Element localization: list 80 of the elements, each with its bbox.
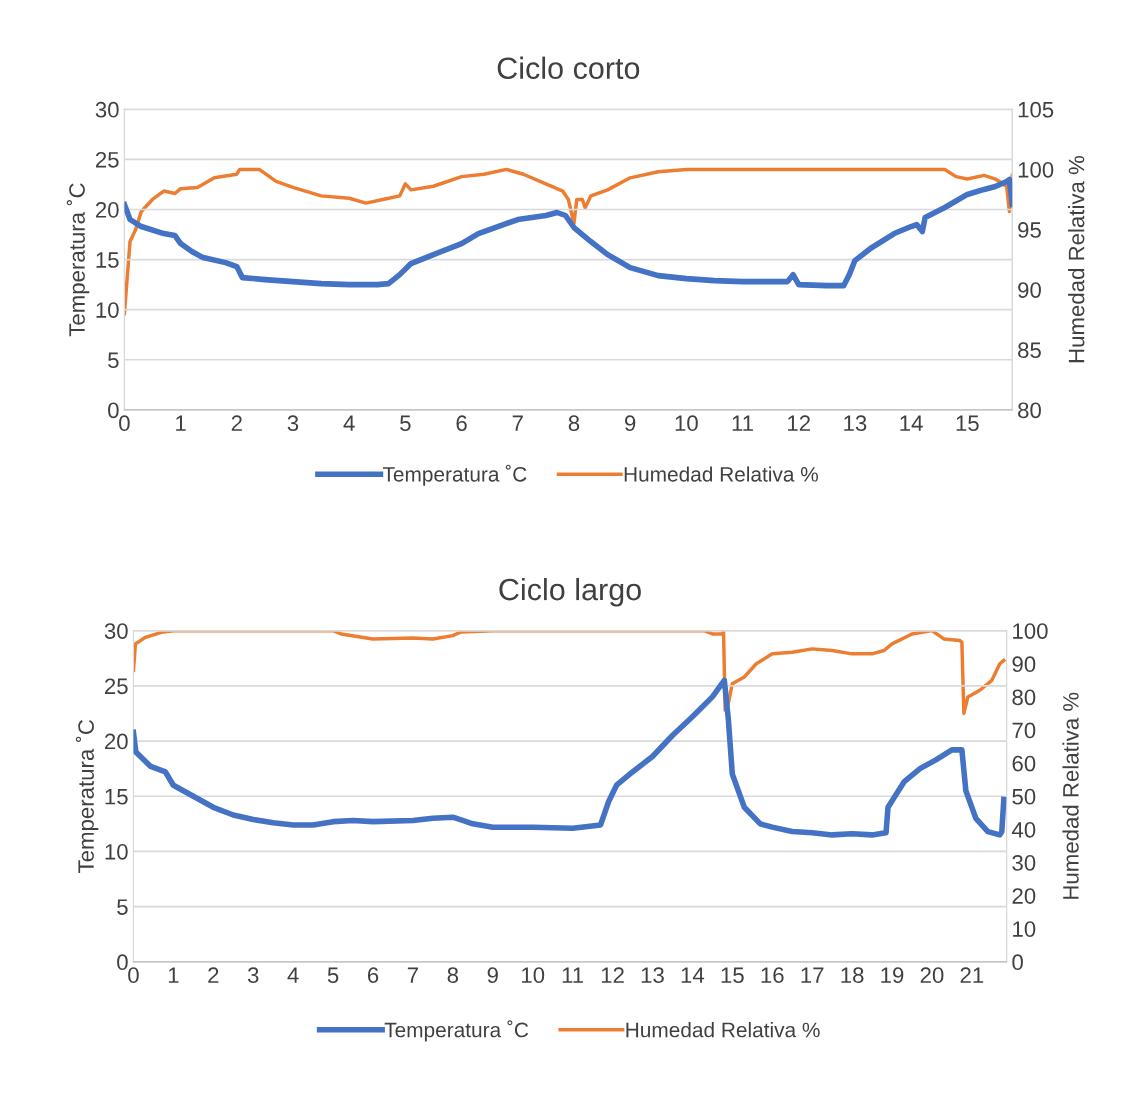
y-tick-label: 10: [105, 843, 128, 860]
x-tick-label: 10: [675, 415, 698, 432]
y2-tick-label: 10: [1013, 921, 1036, 937]
y2-tick-label: 90: [1012, 656, 1036, 673]
line-series: [133, 630, 1006, 716]
x-tick-label: 9: [625, 415, 636, 432]
y-tick-label: 5: [117, 899, 128, 915]
x-tick-label: 3: [247, 967, 259, 984]
y-tick-label: 0: [117, 954, 128, 971]
x-tick-label: 4: [287, 967, 299, 983]
x-tick-label: 6: [367, 967, 379, 984]
x-tick-label: 14: [681, 967, 705, 983]
y2-tick-label: 90: [1018, 282, 1041, 298]
line-series: [124, 167, 1013, 316]
x-tick-label: 12: [788, 415, 810, 431]
x-tick-label: 15: [721, 967, 744, 984]
x-tick-label: 5: [327, 967, 339, 984]
y2-tick-label: 80: [1012, 689, 1036, 706]
y-tick-label: 10: [96, 302, 119, 318]
y-tick-label: 30: [95, 101, 119, 118]
y-tick-label: 30: [104, 623, 128, 639]
y2-tick-label: 80: [1018, 402, 1041, 419]
y2-tick-label: 100: [1013, 623, 1048, 639]
x-tick-label: 9: [487, 967, 498, 984]
x-tick-label: 20: [920, 967, 944, 984]
y2-tick-label: 40: [1011, 821, 1036, 838]
y2-axis-title: Humedad Relativa %: [1062, 692, 1079, 899]
x-tick-label: 0: [128, 967, 139, 984]
x-tick-label: 1: [168, 967, 179, 983]
y-tick-label: 20: [95, 202, 119, 218]
y2-tick-label: 105: [1018, 101, 1054, 118]
y-tick-label: 0: [108, 402, 119, 419]
legend-label: Humedad Relativa %: [626, 1022, 820, 1038]
x-tick-label: 6: [456, 415, 467, 432]
x-tick-label: 3: [287, 415, 299, 432]
y-tick-label: 25: [95, 151, 119, 168]
y-tick-label: 25: [105, 678, 128, 695]
y-tick-label: 20: [105, 733, 128, 750]
x-tick-label: 2: [208, 967, 219, 983]
x-tick-label: 12: [601, 967, 624, 983]
y2-tick-label: 0: [1012, 954, 1023, 971]
y-tick-label: 15: [96, 252, 119, 268]
legend-label: Temperatura ˚C: [382, 464, 527, 486]
x-tick-label: 14: [900, 415, 923, 431]
y2-tick-label: 60: [1012, 755, 1036, 772]
x-tick-label: 4: [343, 415, 355, 431]
x-tick-label: 1: [176, 415, 186, 431]
x-tick-label: 8: [447, 967, 459, 984]
y-tick-label: 5: [108, 352, 119, 369]
x-tick-label: 10: [522, 967, 545, 984]
y2-tick-label: 50: [1012, 788, 1036, 805]
legend-label: Humedad Relativa %: [624, 466, 818, 482]
x-tick-label: 21: [960, 967, 984, 983]
x-tick-label: 18: [841, 967, 864, 984]
x-tick-label: 15: [956, 415, 979, 432]
x-tick-label: 2: [231, 415, 242, 431]
chart-title: Ciclo corto: [497, 56, 640, 80]
x-tick-label: 8: [568, 415, 580, 432]
y2-tick-label: 70: [1012, 722, 1036, 739]
x-tick-label: 16: [761, 967, 784, 984]
x-tick-label: 17: [801, 967, 824, 983]
x-tick-label: 13: [641, 967, 664, 984]
y2-tick-label: 20: [1012, 888, 1036, 904]
chart-title: Ciclo largo: [499, 577, 641, 607]
x-tick-label: 11: [732, 415, 753, 431]
x-tick-label: 7: [407, 967, 418, 983]
y2-tick-label: 85: [1018, 342, 1041, 359]
y2-tick-label: 30: [1012, 855, 1036, 871]
y-axis-title: Temperatura ˚C: [75, 719, 99, 873]
legend-label: Temperatura ˚C: [384, 1020, 529, 1042]
x-tick-label: 5: [400, 415, 411, 432]
y2-tick-label: 95: [1018, 222, 1041, 238]
x-tick-label: 11: [562, 967, 584, 983]
y2-axis-title: Humedad Relativa %: [1068, 156, 1085, 363]
y-tick-label: 15: [105, 789, 128, 805]
x-tick-label: 19: [881, 967, 904, 984]
y-axis-title: Temperatura ˚C: [66, 183, 90, 337]
x-tick-label: 13: [844, 415, 867, 432]
x-tick-label: 7: [512, 415, 523, 431]
y2-tick-label: 100: [1018, 161, 1054, 178]
